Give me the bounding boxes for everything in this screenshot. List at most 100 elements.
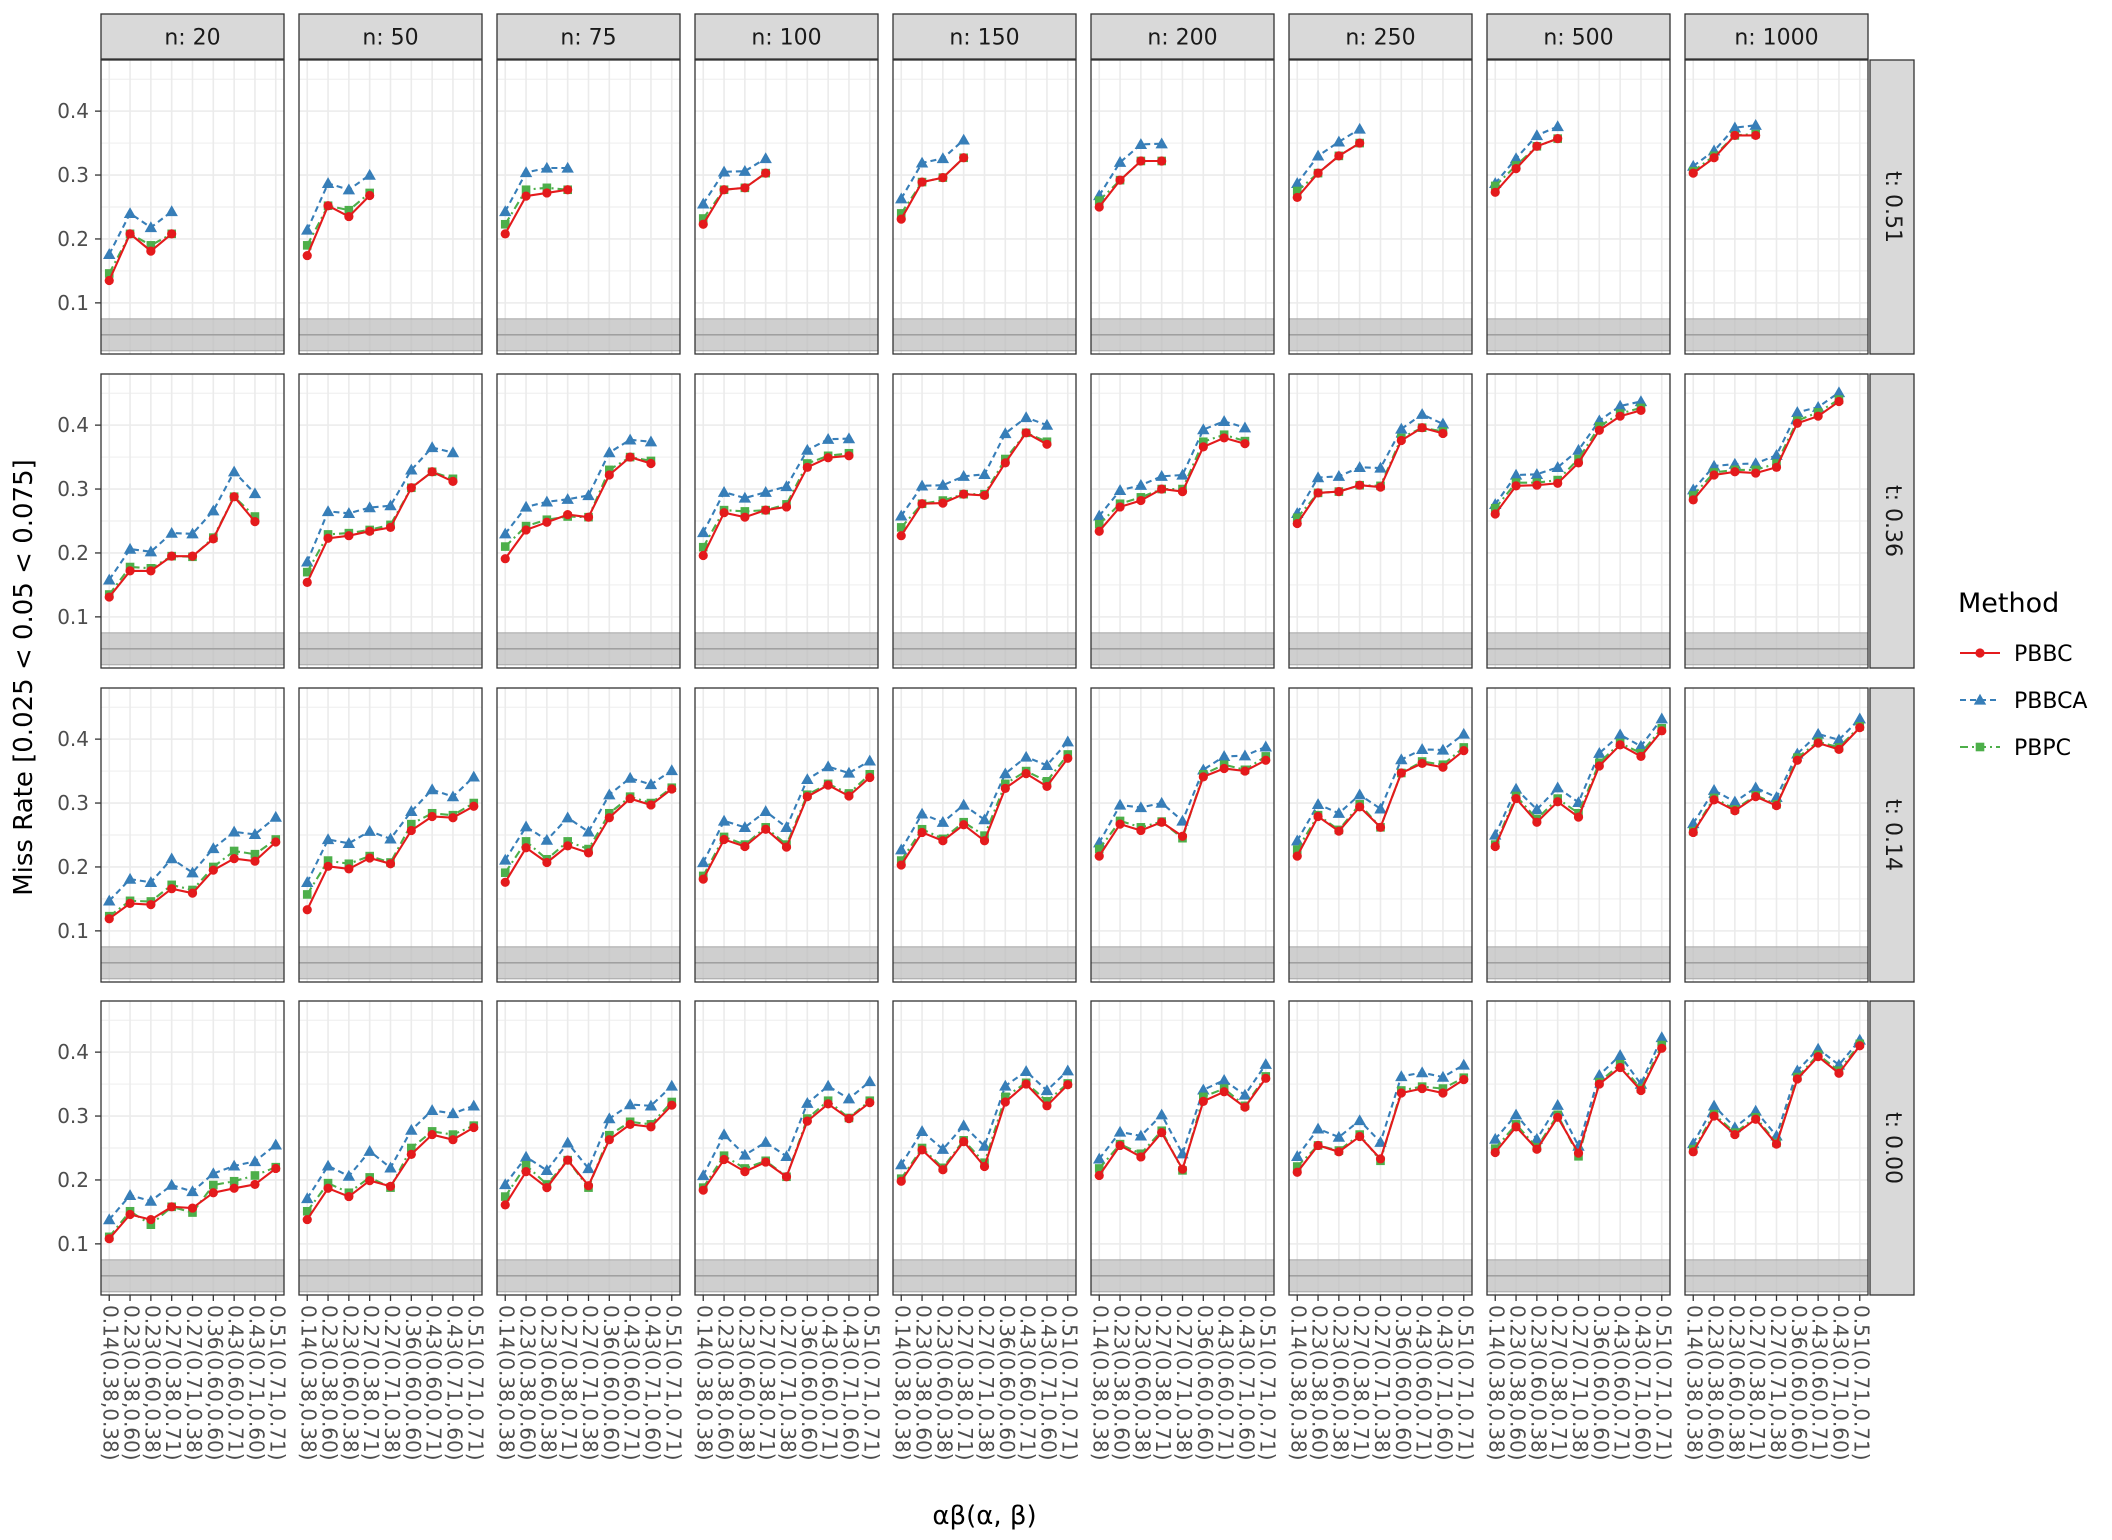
data-point-pbbca <box>603 788 616 800</box>
data-point-pbbc <box>1355 1131 1365 1142</box>
data-point-pbbca <box>1530 1132 1544 1144</box>
series-line-pbbc <box>1692 134 1756 174</box>
row-strip-box <box>1869 373 1915 669</box>
data-point-pbbc <box>1157 1128 1167 1138</box>
data-point-pbbc <box>865 772 875 783</box>
panel <box>1684 59 1869 355</box>
data-point-pbbca <box>821 1079 835 1091</box>
data-point-pbpc <box>500 868 510 878</box>
data-point-pbbc <box>1688 1147 1698 1157</box>
data-point-pbbc <box>1553 797 1563 807</box>
data-point-pbbc <box>802 1116 812 1126</box>
data-point-pbbc <box>1751 468 1761 478</box>
data-point-pbbca <box>1436 417 1450 429</box>
data-point-pbbc <box>844 451 854 461</box>
data-point-pbbc <box>1396 768 1406 778</box>
data-point-pbbca <box>165 1178 178 1190</box>
col-strip: n: 50 <box>298 13 483 60</box>
legend-label: PBBCA <box>2014 689 2087 714</box>
data-point-pbbca <box>717 486 731 497</box>
panel <box>298 687 483 983</box>
panel <box>1090 59 1275 355</box>
x-tick-label: 0.23(0.60,0.38) <box>1328 1305 1352 1461</box>
data-point-pbbca <box>957 470 970 481</box>
legend-title: Method <box>1958 588 2059 619</box>
panel-border <box>100 59 285 355</box>
data-point-pbbc <box>646 1122 656 1132</box>
data-point-pbbc <box>250 856 260 866</box>
data-point-pbbca <box>1332 470 1346 481</box>
data-point-pbbc <box>938 173 948 183</box>
data-point-pbbc <box>844 791 854 801</box>
panel <box>298 1000 483 1296</box>
data-point-pbbca <box>603 446 616 458</box>
data-point-pbbc <box>646 458 656 469</box>
x-tick-label: 0.27(0.38,0.71) <box>1349 1305 1373 1461</box>
y-tick-label: 0.3 <box>57 791 89 815</box>
data-point-pbbc <box>1532 480 1542 490</box>
data-point-pbbc <box>1834 744 1844 754</box>
data-point-pbbc <box>719 185 729 195</box>
data-point-pbpc <box>542 183 552 193</box>
data-point-pbbc <box>1063 753 1073 763</box>
data-point-pbbc <box>698 874 708 884</box>
data-point-pbbc <box>1751 792 1761 802</box>
panel <box>496 1000 681 1296</box>
data-point-pbbc <box>427 811 437 822</box>
y-axis-title: Miss Rate [0.025 < 0.05 < 0.075] <box>9 459 39 896</box>
data-point-pbbca <box>1155 1108 1168 1120</box>
col-strip: n: 75 <box>496 13 681 60</box>
data-point-pbbca <box>186 866 199 878</box>
data-point-pbbca <box>936 152 950 164</box>
col-strip-label: n: 75 <box>560 26 616 51</box>
data-point-pbbca <box>665 1079 678 1091</box>
data-point-pbbc <box>104 1234 114 1244</box>
data-point-pbpc <box>448 1130 458 1139</box>
data-point-pbbc <box>1417 758 1427 769</box>
data-point-pbbc <box>187 1203 198 1213</box>
data-point-pbbc <box>1021 769 1031 779</box>
x-tick-label: 0.14(0.38,0.38) <box>1683 1305 1707 1461</box>
data-point-pbpc <box>1094 196 1104 205</box>
data-point-pbbca <box>561 1136 574 1148</box>
data-point-pbbc <box>667 784 677 794</box>
panel-border <box>298 59 483 355</box>
data-point-pbpc <box>1490 503 1500 513</box>
data-point-pbbca <box>1415 743 1429 755</box>
data-point-pbbca <box>999 767 1012 779</box>
x-tick-label: 0.43(0.60,0.71) <box>1214 1305 1238 1461</box>
data-point-pbbca <box>1593 746 1606 758</box>
data-point-pbbc <box>385 859 396 869</box>
data-point-pbbc <box>542 188 552 198</box>
data-point-pbbca <box>978 1139 991 1151</box>
data-point-pbbc <box>344 1191 354 1202</box>
data-point-pbbca <box>1353 122 1366 134</box>
y-tick-label: 0.1 <box>57 605 89 629</box>
data-point-pbbca <box>363 168 376 180</box>
data-point-pbbca <box>957 798 970 810</box>
data-point-pbbc <box>1157 156 1167 166</box>
data-point-pbpc <box>896 209 906 218</box>
data-point-pbbc <box>1438 1088 1448 1098</box>
data-point-pbbc <box>1771 1139 1782 1149</box>
data-point-pbpc <box>698 214 708 223</box>
data-point-pbpc <box>1094 844 1104 854</box>
data-point-pbbc <box>521 843 531 853</box>
series-line-pbbca <box>504 166 568 212</box>
data-point-pbbc <box>1771 462 1782 472</box>
data-point-pbbca <box>603 1112 616 1124</box>
data-point-pbbca <box>384 1161 397 1173</box>
data-point-pbpc <box>229 1176 239 1186</box>
data-point-pbbca <box>321 1159 335 1171</box>
col-strip-label: n: 1000 <box>1734 26 1818 51</box>
data-point-pbbca <box>561 493 574 504</box>
data-point-pbbc <box>802 462 812 472</box>
data-point-pbbca <box>1395 422 1408 434</box>
data-point-pbbc <box>250 517 260 527</box>
col-strip-label: n: 200 <box>1147 26 1217 51</box>
data-point-pbbc <box>542 857 552 868</box>
data-point-pbbca <box>363 824 376 836</box>
data-point-pbbca <box>1291 1150 1304 1161</box>
data-point-pbbc <box>1553 134 1563 144</box>
